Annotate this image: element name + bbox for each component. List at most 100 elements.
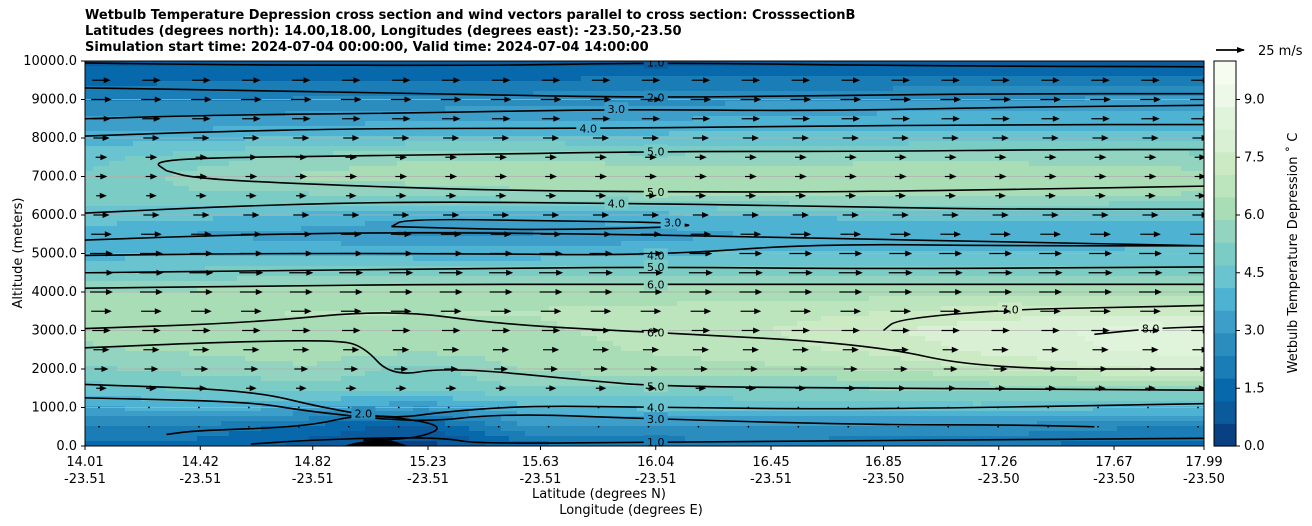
field-cell: [1093, 121, 1102, 127]
field-cell: [149, 176, 158, 182]
field-cell: [1109, 76, 1118, 82]
field-cell: [261, 96, 270, 102]
field-cell: [173, 111, 182, 117]
field-cell: [1133, 191, 1142, 197]
field-cell: [725, 176, 734, 182]
field-cell: [957, 171, 966, 177]
field-cell: [1021, 221, 1030, 227]
field-cell: [581, 171, 590, 177]
field-cell: [605, 81, 614, 87]
field-cell: [733, 156, 742, 162]
field-cell: [869, 71, 878, 77]
field-cell: [93, 111, 102, 117]
field-cell: [381, 201, 390, 207]
field-cell: [117, 101, 126, 107]
field-cell: [725, 106, 734, 112]
field-cell: [181, 231, 190, 237]
field-cell: [933, 186, 942, 192]
field-cell: [101, 221, 110, 227]
field-cell: [1125, 216, 1134, 222]
field-cell: [301, 216, 310, 222]
field-cell: [245, 86, 254, 92]
field-cell: [781, 136, 790, 142]
field-cell: [1165, 76, 1174, 82]
field-cell: [541, 206, 550, 212]
field-cell: [709, 66, 718, 72]
field-cell: [133, 201, 142, 207]
field-cell: [1093, 216, 1102, 222]
field-cell: [253, 61, 262, 67]
field-cell: [1101, 176, 1110, 182]
field-cell: [405, 196, 414, 202]
field-cell: [789, 131, 798, 137]
field-cell: [901, 196, 910, 202]
field-cell: [1045, 66, 1054, 72]
field-cell: [1101, 66, 1110, 72]
field-cell: [101, 101, 110, 107]
field-cell: [277, 156, 286, 162]
field-cell: [373, 211, 382, 217]
field-cell: [517, 216, 526, 222]
field-cell: [749, 141, 758, 147]
field-cell: [1013, 226, 1022, 232]
field-cell: [141, 171, 150, 177]
field-cell: [669, 146, 678, 152]
field-cell: [333, 91, 342, 97]
field-cell: [1021, 61, 1030, 67]
field-cell: [1133, 111, 1142, 117]
field-cell: [1021, 76, 1030, 82]
field-cell: [533, 111, 542, 117]
field-cell: [605, 131, 614, 137]
field-cell: [741, 101, 750, 107]
field-cell: [429, 191, 438, 197]
field-cell: [565, 96, 574, 102]
field-cell: [501, 111, 510, 117]
field-cell: [1013, 121, 1022, 127]
field-cell: [93, 131, 102, 137]
field-cell: [453, 216, 462, 222]
field-cell: [365, 76, 374, 82]
field-cell: [1061, 151, 1070, 157]
field-cell: [517, 86, 526, 92]
field-cell: [1165, 226, 1174, 232]
field-cell: [101, 91, 110, 97]
field-cell: [389, 151, 398, 157]
field-cell: [413, 171, 422, 177]
field-cell: [589, 146, 598, 152]
field-cell: [421, 166, 430, 172]
field-cell: [1021, 141, 1030, 147]
field-cell: [373, 221, 382, 227]
field-cell: [205, 211, 214, 217]
field-cell: [629, 206, 638, 212]
field-cell: [893, 186, 902, 192]
field-cell: [293, 226, 302, 232]
field-cell: [597, 66, 606, 72]
field-cell: [373, 146, 382, 152]
field-cell: [549, 141, 558, 147]
field-cell: [637, 111, 646, 117]
field-cell: [805, 186, 814, 192]
field-cell: [821, 71, 830, 77]
field-cell: [285, 176, 294, 182]
field-cell: [85, 96, 94, 102]
field-cell: [1125, 76, 1134, 82]
field-cell: [837, 106, 846, 112]
field-cell: [757, 126, 766, 132]
field-cell: [109, 81, 118, 87]
field-cell: [581, 151, 590, 157]
field-cell: [677, 126, 686, 132]
field-cell: [397, 151, 406, 157]
field-cell: [405, 206, 414, 212]
field-cell: [533, 171, 542, 177]
field-cell: [125, 211, 134, 217]
field-cell: [405, 216, 414, 222]
field-cell: [133, 226, 142, 232]
field-cell: [645, 136, 654, 142]
field-cell: [749, 236, 758, 242]
field-cell: [1077, 151, 1086, 157]
field-cell: [165, 201, 174, 207]
field-cell: [461, 71, 470, 77]
field-cell: [397, 211, 406, 217]
field-cell: [141, 196, 150, 202]
field-cell: [917, 91, 926, 97]
